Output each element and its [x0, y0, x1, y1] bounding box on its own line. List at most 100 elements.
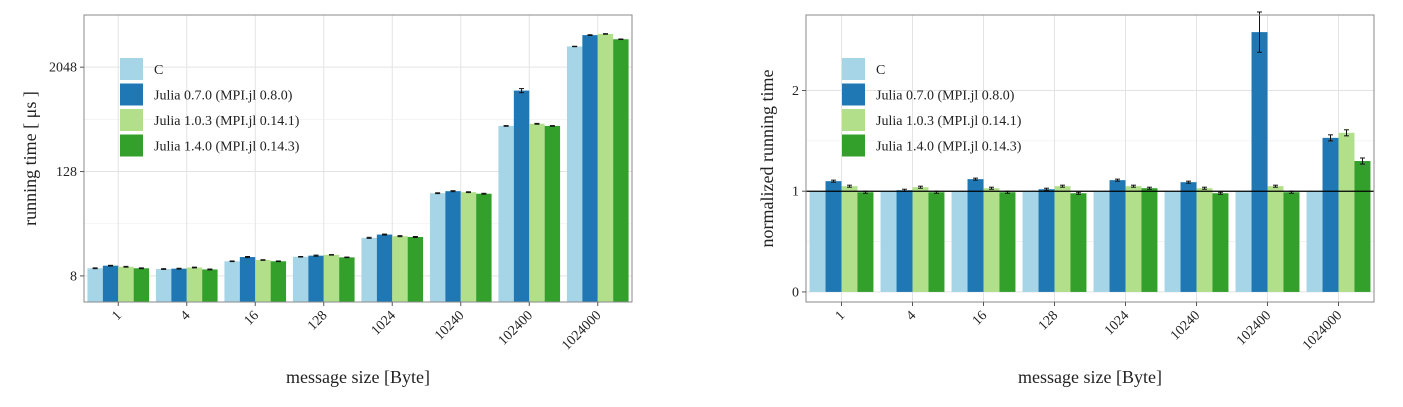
error-bar [519, 88, 525, 94]
error-bar [412, 235, 418, 238]
plot-border [83, 14, 633, 303]
x-tick-label: 10240 [432, 308, 467, 343]
x-tick-label: 1 [110, 308, 126, 324]
error-bar [1186, 180, 1192, 184]
error-bar [207, 268, 213, 271]
bar-128-series-1 [308, 255, 324, 302]
error-bar [1201, 186, 1207, 190]
bar-1024000-series-1 [582, 35, 598, 303]
x-axis-title: message size [Byte] [1018, 367, 1162, 387]
bar-1-series-2 [841, 186, 858, 292]
y-tick-label: 128 [56, 165, 77, 180]
bar-102400-series-3 [1283, 192, 1300, 292]
bar-128-series-1 [1038, 189, 1055, 292]
bar-16-series-1 [967, 179, 984, 292]
x-tick-label: 16 [242, 308, 263, 329]
error-bar [1328, 134, 1334, 142]
error-bar [503, 125, 509, 127]
legend-swatch-1 [842, 83, 865, 106]
bar-10240-series-1 [1180, 182, 1197, 292]
x-tick-label: 1024 [1102, 308, 1132, 338]
bar-128-series-3 [1070, 193, 1087, 292]
bar-128-series-2 [1054, 186, 1071, 292]
error-bar [92, 267, 98, 270]
bar-1-series-0 [87, 268, 103, 302]
error-bar [917, 185, 923, 189]
error-bar [176, 267, 182, 270]
x-tick-label: 1024000 [559, 308, 604, 353]
error-bar [123, 265, 129, 268]
error-bar [344, 256, 350, 259]
x-tick-label: 10240 [1168, 308, 1203, 343]
bar-4-series-3 [928, 192, 945, 292]
bar-4-series-0 [880, 191, 897, 292]
legend-label-1: Julia 0.7.0 (MPI.jl 0.8.0) [876, 89, 1015, 104]
legend-swatch-0 [120, 58, 143, 80]
error-bar [138, 267, 144, 270]
legend-swatch-3 [842, 134, 865, 157]
bar-16-series-0 [951, 191, 968, 292]
bar-102400-series-0 [1235, 191, 1252, 292]
bar-10240-series-0 [429, 193, 446, 302]
bar-4-series-1 [896, 190, 913, 292]
y-tick-label: 2 [792, 84, 799, 99]
legend-label-0: C [154, 63, 163, 78]
bar-102400-series-2 [529, 123, 545, 302]
bar-1024-series-3 [1141, 188, 1158, 292]
bar-1024000-series-1 [1322, 137, 1339, 292]
error-bar [534, 122, 540, 125]
bar-10240-series-0 [1164, 191, 1181, 292]
bar-1024000-series-3 [613, 39, 629, 303]
error-bar [1130, 184, 1136, 188]
bar-1024000-series-0 [566, 46, 583, 303]
legend-label-3: Julia 1.4.0 (MPI.jl 0.14.3) [154, 140, 300, 155]
error-bar [481, 192, 487, 195]
error-bar [1359, 157, 1365, 165]
x-tick-label: 128 [1036, 308, 1061, 333]
normalized-running-time-chart: 0 1 2 1 4 16 128 1024 10240 102400 1024000 message … [757, 11, 1375, 387]
x-tick-label: 16 [970, 308, 991, 329]
x-axis-title: message size [Byte] [286, 367, 430, 387]
bar-16-series-2 [255, 260, 271, 302]
legend-label-2: Julia 1.0.3 (MPI.jl 0.14.1) [876, 114, 1022, 129]
error-bar [1115, 178, 1121, 182]
error-bar [602, 33, 608, 35]
error-bar [298, 255, 304, 258]
error-bar [328, 254, 334, 256]
bar-1024-series-2 [392, 236, 408, 302]
bar-128-series-0 [292, 256, 309, 302]
error-bar [229, 260, 235, 263]
bar-128-series-2 [323, 254, 340, 302]
legend-swatch-3 [120, 134, 143, 157]
bar-1-series-3 [133, 268, 150, 302]
error-bar [313, 254, 319, 257]
running-time-chart: 8 128 2048 1 4 16 128 1024 10240 102400 1024000 mes… [20, 14, 633, 387]
error-bar [831, 179, 837, 183]
bar-128-series-3 [339, 257, 355, 302]
x-tick-label: 102400 [496, 308, 536, 348]
x-tick-label: 1024000 [1300, 308, 1345, 353]
bar-16-series-1 [239, 257, 256, 302]
y-tick-label: 1 [792, 185, 799, 200]
x-tick-label: 1024 [369, 308, 399, 338]
bar-1-series-0 [809, 191, 826, 292]
y-tick-label: 0 [792, 285, 799, 300]
bar-4-series-1 [171, 268, 187, 302]
error-bar [450, 190, 456, 193]
error-bar [1146, 186, 1152, 190]
legend-swatch-0 [842, 58, 865, 80]
legend-swatch-2 [120, 109, 143, 131]
bar-1024-series-1 [376, 234, 393, 302]
error-bar [1059, 184, 1065, 188]
error-bar [618, 38, 624, 41]
y-axis-title: running time [ μs ] [20, 91, 40, 226]
bar-10240-series-3 [476, 193, 492, 302]
bar-16-series-0 [224, 261, 240, 302]
y-tick-label: 8 [70, 269, 77, 284]
bar-1024000-series-2 [597, 33, 614, 303]
error-bar [382, 233, 388, 236]
error-bar [846, 184, 852, 188]
bar-128-series-0 [1022, 191, 1039, 292]
bar-4-series-3 [202, 269, 218, 302]
bar-1-series-1 [102, 265, 119, 302]
